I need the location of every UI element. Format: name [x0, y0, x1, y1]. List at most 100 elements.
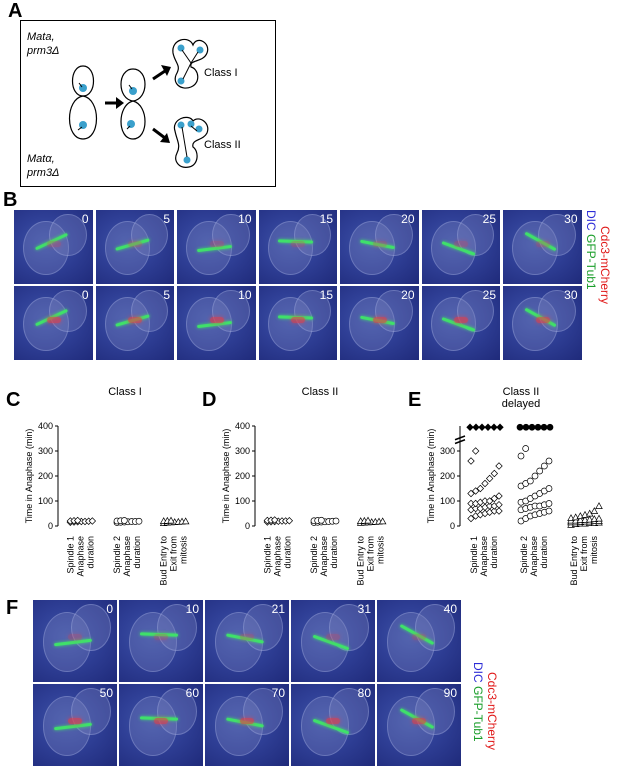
data-point	[545, 500, 553, 507]
data-point-above-break	[472, 423, 480, 431]
cell-body	[375, 213, 413, 257]
septin-signal	[372, 241, 387, 248]
data-point	[495, 492, 503, 500]
data-point	[285, 517, 294, 525]
timepoint-label: 40	[443, 602, 457, 616]
category-label: mitosis	[179, 536, 189, 565]
septin-signal	[128, 317, 143, 324]
cell-body	[414, 604, 455, 652]
strain-bottom-line1: Matα,	[27, 153, 55, 165]
data-point	[531, 472, 539, 480]
y-tick-label: 300	[440, 446, 455, 456]
timepoint-label: 70	[271, 686, 285, 700]
panel-letter-b: B	[3, 189, 18, 211]
cell-body	[293, 213, 332, 257]
category-label: mitosis	[589, 536, 599, 565]
timepoint-label: 30	[564, 212, 578, 226]
category-label: Anaphase	[479, 536, 489, 577]
cell-body	[49, 213, 87, 257]
panel-letter-d: D	[202, 389, 217, 411]
plot-c-title: Class I	[108, 386, 142, 398]
cell-body	[538, 289, 576, 333]
septin-signal	[535, 317, 550, 324]
data-point	[495, 507, 503, 515]
data-point	[545, 507, 553, 515]
charts-cde: 0 100 200 300 400 Time in Anaphase (min) Spind…	[24, 421, 603, 586]
data-point	[135, 517, 143, 525]
category-label: duration	[282, 536, 292, 569]
category-label: Spindle 2	[519, 536, 529, 574]
septin-signal	[209, 317, 224, 324]
data-point	[317, 516, 325, 524]
data-point-above-break	[528, 423, 536, 431]
category-label: Anaphase	[75, 536, 85, 577]
panel-a-box: Mata, prm3Δ Matα, prm3Δ Class I Class II	[20, 20, 276, 187]
strain-top-line2: prm3Δ	[27, 45, 60, 57]
septin-signal	[128, 241, 143, 248]
data-point	[590, 507, 599, 514]
plot-e-title-line2: delayed	[501, 398, 541, 410]
panel-f-channel-labels: DIC GFP-Tub1	[471, 662, 485, 742]
data-point	[332, 517, 340, 525]
data-point	[545, 485, 553, 492]
label-mcherry: Cdc3-mCherry	[598, 226, 612, 305]
cell-body	[70, 604, 111, 652]
y-tick-label: 400	[38, 421, 53, 431]
data-point	[181, 517, 190, 525]
micrograph-frame: 80	[291, 684, 375, 766]
label-f-gfp: GFP-Tub1	[471, 686, 485, 742]
label-gfp: GFP-Tub1	[584, 234, 598, 290]
septin-signal	[291, 241, 306, 248]
micrograph-frame: 15	[258, 286, 337, 360]
data-point	[595, 514, 603, 522]
micrograph-frame: 30	[503, 210, 582, 284]
timepoint-label: 0	[106, 602, 113, 616]
category-label: Anaphase	[529, 536, 539, 577]
y-tick-label: 0	[48, 521, 53, 531]
timepoint-label: 90	[443, 686, 457, 700]
y-tick-label: 300	[38, 446, 53, 456]
data-point	[517, 452, 525, 460]
cell-body	[130, 213, 169, 257]
category-label: Exit from	[366, 536, 376, 572]
data-point-above-break	[516, 423, 524, 431]
mating-schematic	[69, 38, 209, 168]
micrograph-frame: 5	[95, 286, 174, 360]
category-label: Exit from	[579, 536, 589, 572]
timepoint-label: 5	[163, 212, 170, 226]
category-label: Bud Entry to	[569, 536, 579, 586]
micrograph-frame: 20	[340, 286, 419, 360]
timepoint-label: 30	[564, 288, 578, 302]
category-label: Spindle 1	[469, 536, 479, 574]
septin-signal	[240, 718, 255, 725]
septin-signal	[209, 241, 224, 248]
data-point	[167, 516, 175, 524]
y-tick-label: 100	[440, 496, 455, 506]
category-label: Spindle 2	[112, 536, 122, 574]
plot-d-title: Class II	[301, 386, 339, 398]
cell-body	[375, 289, 413, 333]
septin-signal	[240, 634, 255, 641]
data-point	[378, 517, 387, 525]
plot-e-title-line1: Class II	[502, 386, 540, 398]
timepoint-label: 20	[401, 212, 415, 226]
data-point	[540, 462, 548, 470]
septin-signal	[291, 317, 306, 324]
micrograph-frame: 70	[205, 684, 289, 766]
data-point	[495, 462, 503, 470]
strain-bottom-line2: prm3Δ	[27, 167, 60, 179]
category-label: Spindle 1	[262, 536, 272, 574]
y-tick-label: 400	[235, 421, 250, 431]
class2-label: Class II	[204, 139, 241, 151]
data-point	[595, 502, 603, 509]
y-axis-label: Time in Anaphase (min)	[24, 429, 34, 524]
category-label: duration	[539, 536, 549, 569]
category-label: Spindle 2	[309, 536, 319, 574]
timepoint-label: 80	[357, 686, 371, 700]
timepoint-label: 10	[185, 602, 199, 616]
micrograph-frame: 25	[421, 286, 500, 360]
micrograph-frame: 31	[291, 600, 375, 682]
label-f-dic: DIC	[471, 662, 485, 683]
micrograph-frame: 40	[377, 600, 461, 682]
data-point	[120, 517, 128, 524]
